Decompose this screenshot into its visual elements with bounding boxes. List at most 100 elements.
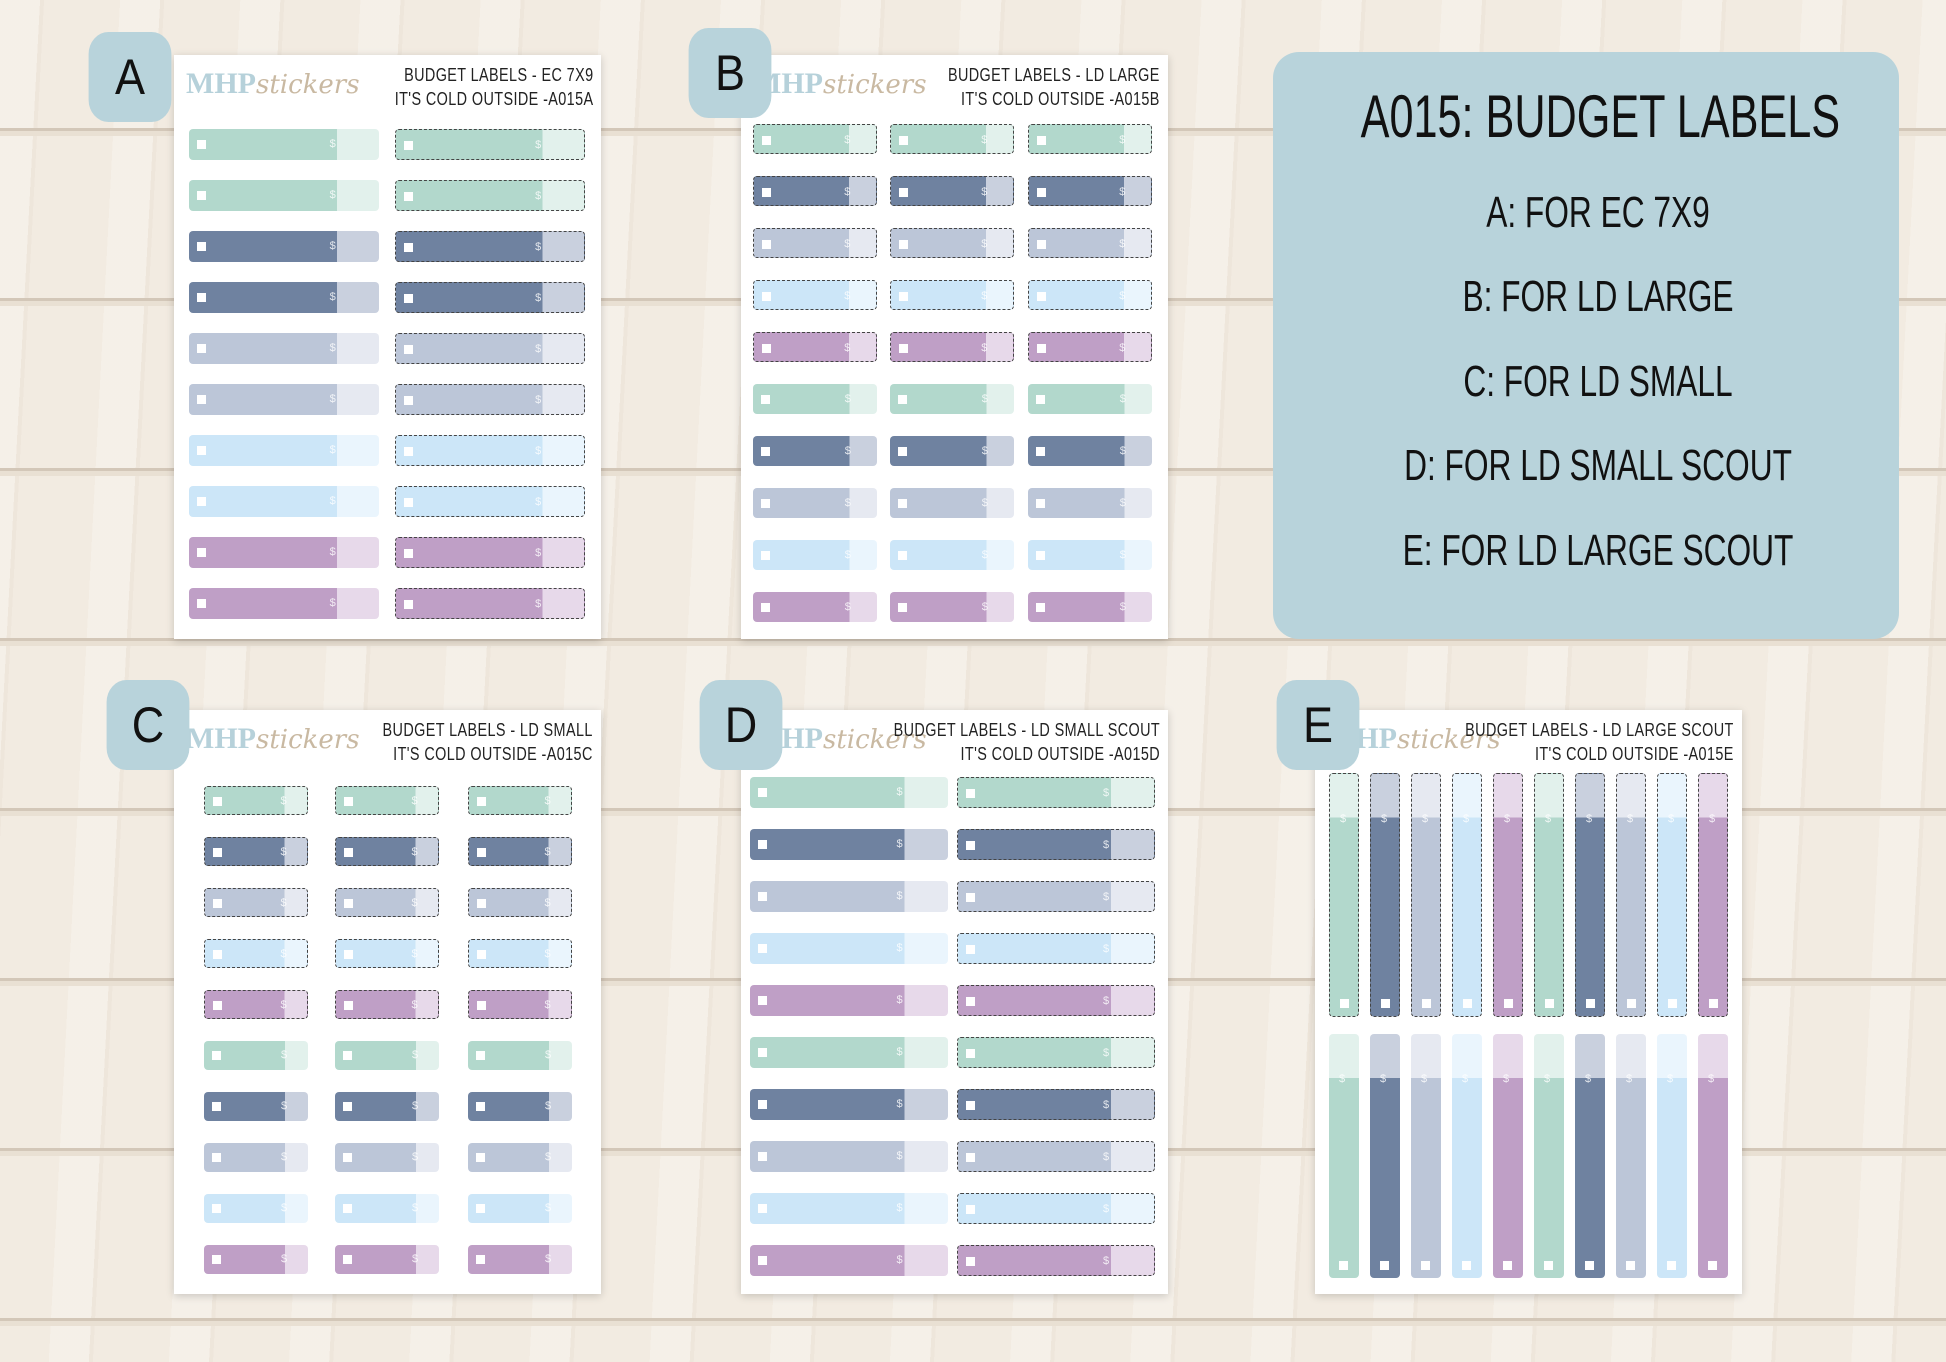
sticker-symbol: $ xyxy=(544,1049,552,1061)
logo: MHPstickers xyxy=(186,722,360,756)
sticker-box xyxy=(1585,1261,1594,1270)
sticker: $ xyxy=(753,540,877,570)
sticker-box xyxy=(898,602,907,612)
sticker-box xyxy=(404,192,413,201)
sticker: $ xyxy=(1370,773,1400,1017)
sticker-box xyxy=(1463,999,1472,1008)
sticker: $ xyxy=(750,1141,948,1172)
sticker-symbol: $ xyxy=(1708,1073,1715,1086)
sticker-symbol: $ xyxy=(844,600,851,613)
sticker: $ xyxy=(395,384,585,415)
sticker-symbol: $ xyxy=(1381,812,1388,825)
sticker: $ xyxy=(750,829,948,860)
sticker-box xyxy=(1036,602,1045,612)
sticker-symbol: $ xyxy=(896,838,903,850)
sticker-symbol: $ xyxy=(280,1049,288,1061)
sticker: $ xyxy=(204,990,308,1019)
sticker-box xyxy=(197,395,206,404)
sticker-box xyxy=(343,1153,352,1162)
sticker-symbol: $ xyxy=(280,897,287,909)
sticker-box xyxy=(758,892,767,901)
sticker: $ xyxy=(753,228,877,258)
sticker-box xyxy=(758,788,767,797)
sticker-symbol: $ xyxy=(844,392,851,405)
sticker-box xyxy=(1627,999,1636,1008)
sticker: $ xyxy=(395,588,585,619)
sticker-box xyxy=(1381,999,1390,1008)
sticker: $ xyxy=(1028,228,1152,258)
sticker-box xyxy=(197,293,206,302)
sticker: $ xyxy=(1616,773,1646,1017)
sticker-box xyxy=(404,294,413,303)
sticker-box xyxy=(343,1051,352,1060)
sticker: $ xyxy=(890,436,1014,466)
sticker-symbol: $ xyxy=(1119,444,1126,457)
sticker-symbol: $ xyxy=(981,496,988,509)
sticker-symbol: $ xyxy=(981,444,988,457)
sticker: $ xyxy=(1411,1034,1441,1278)
sticker-box xyxy=(213,950,222,959)
sticker-symbol: $ xyxy=(329,393,336,405)
sticker-symbol: $ xyxy=(535,547,542,559)
sticker: $ xyxy=(753,384,877,414)
sticker: $ xyxy=(189,129,379,160)
info-title: A015: BUDGET LABELS xyxy=(1360,83,1841,150)
sticker-symbol: $ xyxy=(411,897,418,909)
sticker-box xyxy=(212,1153,221,1162)
sticker-sheet: MHPstickers BUDGET LABELS - EC 7X9 IT'S CO… xyxy=(174,55,601,639)
sticker-symbol: $ xyxy=(981,289,988,302)
sticker: $ xyxy=(1028,124,1152,154)
info-line: C: FOR LD SMALL xyxy=(1463,357,1733,406)
sticker: $ xyxy=(750,1089,948,1120)
sticker: $ xyxy=(335,1194,439,1223)
sticker-symbol: $ xyxy=(844,289,851,302)
sticker-symbol: $ xyxy=(544,948,551,960)
sticker-box xyxy=(966,789,975,798)
sticker-symbol: $ xyxy=(1119,392,1126,405)
sticker-symbol: $ xyxy=(329,291,336,303)
sheet-subtitle: IT'S COLD OUTSIDE -A015E xyxy=(1535,744,1734,764)
sticker-box xyxy=(404,498,413,507)
sticker-box xyxy=(1504,999,1513,1008)
sticker: $ xyxy=(335,1092,439,1121)
sticker: $ xyxy=(750,1193,948,1224)
sticker-symbol: $ xyxy=(329,342,336,354)
sticker: $ xyxy=(1028,488,1152,518)
sticker-box xyxy=(212,1204,221,1213)
sticker-symbol: $ xyxy=(280,1202,288,1214)
sticker: $ xyxy=(1575,1034,1605,1278)
sticker-box xyxy=(762,343,771,353)
sticker-symbol: $ xyxy=(544,1253,552,1265)
sticker-symbol: $ xyxy=(1380,1073,1387,1086)
sticker-symbol: $ xyxy=(329,189,336,201)
sticker-symbol: $ xyxy=(280,1151,288,1163)
sticker: $ xyxy=(189,384,379,415)
sticker-symbol: $ xyxy=(1119,237,1126,250)
sheet-header: BUDGET LABELS - EC 7X9 IT'S COLD OUTSIDE … xyxy=(394,63,593,111)
sticker: $ xyxy=(1028,436,1152,466)
logo-brand: MHP xyxy=(186,67,256,100)
sticker: $ xyxy=(189,231,379,262)
sticker-symbol: $ xyxy=(1103,1099,1110,1111)
sticker: $ xyxy=(204,837,308,866)
sticker-box xyxy=(899,291,908,301)
sticker-box xyxy=(344,950,353,959)
sticker: $ xyxy=(957,829,1155,860)
sticker: $ xyxy=(890,228,1014,258)
sticker-symbol: $ xyxy=(1119,600,1126,613)
sticker: $ xyxy=(189,435,379,466)
sticker-box xyxy=(762,239,771,249)
sticker: $ xyxy=(335,990,439,1019)
sticker-box xyxy=(966,893,975,902)
sheet-header: BUDGET LABELS - LD SMALL SCOUT IT'S COLD … xyxy=(894,718,1160,766)
sticker-symbol: $ xyxy=(280,846,287,858)
sticker-symbol: $ xyxy=(329,444,336,456)
sticker-box xyxy=(197,548,206,557)
sticker-box xyxy=(1586,999,1595,1008)
sticker: $ xyxy=(1411,773,1441,1017)
sticker: $ xyxy=(189,282,379,313)
sticker-symbol: $ xyxy=(1103,787,1110,799)
sheet-badge: C xyxy=(106,680,190,770)
logo: MHPstickers xyxy=(186,67,360,101)
